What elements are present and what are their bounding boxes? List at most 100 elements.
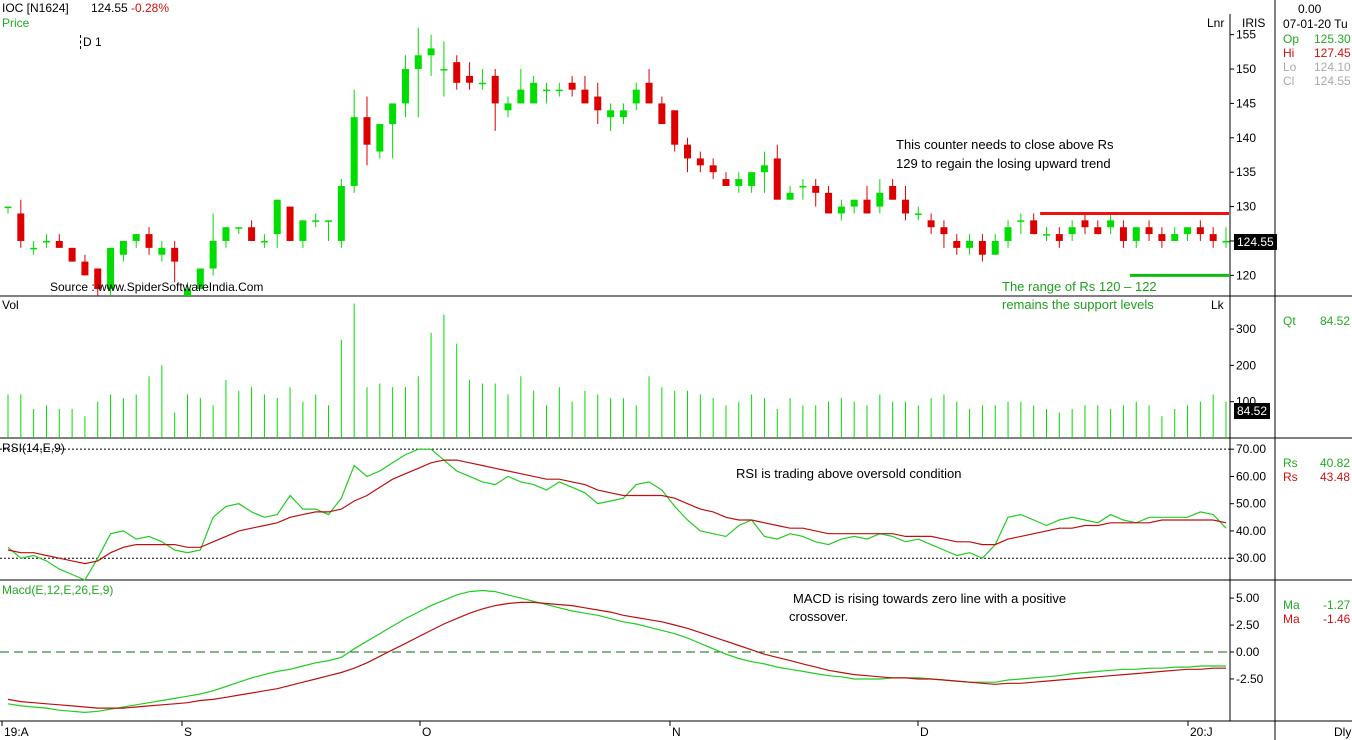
candle-body	[876, 192, 884, 207]
candle-body	[914, 213, 922, 215]
candle-body	[478, 82, 486, 85]
candle-body	[1171, 234, 1179, 241]
candle-body	[273, 199, 281, 235]
tick-label: 135	[1236, 165, 1256, 179]
candle-body	[260, 240, 268, 243]
macd-note-line2: crossover.	[789, 609, 849, 624]
candle-body	[222, 227, 230, 241]
candle-body	[209, 240, 217, 269]
candle-body	[55, 240, 63, 248]
tick-label: 30.00	[1236, 551, 1266, 565]
open-value: 125.30	[1314, 32, 1351, 46]
price-label: Price	[2, 16, 30, 30]
candle-body	[81, 261, 89, 276]
candle-body	[581, 89, 589, 104]
candle-body	[350, 117, 358, 186]
tick-label: 60.00	[1236, 469, 1266, 483]
candle-body	[68, 247, 76, 262]
candle-body	[568, 82, 576, 90]
candle-body	[530, 82, 538, 104]
candle-body	[542, 89, 550, 92]
candle-body	[619, 110, 627, 118]
symbol-title: IOC [N1624]	[2, 1, 69, 15]
candle-body	[325, 220, 333, 222]
time-axis: 19:A S O N D 20:J	[1, 721, 1213, 739]
last-price: 124.55	[91, 1, 128, 15]
candle-body	[1017, 220, 1025, 222]
resistance-note-line2: 129 to regain the losing upward trend	[896, 156, 1111, 171]
x-tick-label: N	[672, 725, 681, 739]
tick-label: 5.00	[1236, 591, 1260, 605]
candle-body	[286, 206, 294, 241]
candle-body	[171, 247, 179, 262]
candle-body	[132, 234, 140, 241]
tick-label: 40.00	[1236, 524, 1266, 538]
close-label: Cl	[1283, 74, 1295, 88]
candle-body	[594, 96, 602, 111]
lk-label: Lk	[1211, 298, 1224, 312]
candle-body	[401, 69, 409, 104]
candle-body	[1158, 234, 1166, 241]
candle-body	[1055, 234, 1063, 241]
candle-body	[1119, 227, 1127, 241]
price-candles	[4, 27, 1230, 296]
x-tick-label: D	[920, 725, 929, 739]
tick-label: -2.50	[1236, 672, 1264, 686]
tick-label: 120	[1236, 268, 1256, 282]
tick-label: 0.00	[1236, 645, 1260, 659]
macd-lines	[0, 589, 1230, 714]
candle-body	[376, 124, 384, 152]
candle-body	[953, 240, 961, 248]
high-value: 127.45	[1314, 46, 1351, 60]
candle-body	[978, 240, 986, 255]
x-tick-label: O	[422, 725, 431, 739]
high-label: Hi	[1283, 46, 1295, 60]
price-change: -0.28%	[131, 1, 170, 15]
candle-body	[991, 240, 999, 255]
candle-body	[684, 144, 692, 159]
candle-body	[196, 268, 204, 290]
candle-body	[107, 247, 115, 290]
candle-body	[889, 185, 897, 200]
candle-body	[722, 179, 730, 186]
rsi-line	[7, 448, 1227, 581]
qt-label: Qt	[1283, 314, 1296, 328]
candle-body	[607, 110, 615, 118]
candle-body	[389, 103, 397, 125]
candle-body	[966, 240, 974, 248]
support-note-line1: The range of Rs 120 – 122	[1002, 279, 1157, 294]
candle-body	[940, 227, 948, 235]
interval-label: D 1	[80, 35, 102, 49]
macd-signal-line	[7, 601, 1226, 709]
macd-axis: 5.00 2.50 0.00 -2.50	[1230, 591, 1264, 686]
candle-body	[760, 165, 768, 173]
macd-label-2: Ma	[1283, 612, 1300, 626]
candle-body	[658, 103, 666, 125]
candle-body	[440, 69, 448, 71]
macd-label-1: Ma	[1283, 598, 1300, 612]
source-label: Source : www.SpiderSoftwareIndia.Com	[50, 280, 264, 294]
candle-body	[337, 185, 345, 241]
candle-body	[671, 110, 679, 145]
candle-body	[94, 268, 102, 290]
rsi-note: RSI is trading above oversold condition	[736, 466, 962, 481]
macd-note-line1: MACD is rising towards zero line with a …	[793, 591, 1067, 606]
tick-label: 155	[1236, 28, 1256, 42]
x-tick-label: S	[184, 725, 192, 739]
candle-body	[504, 103, 512, 111]
candle-body	[42, 240, 50, 243]
candle-body	[1081, 220, 1089, 228]
tick-label: 70.00	[1236, 442, 1266, 456]
candle-body	[248, 227, 256, 241]
low-label: Lo	[1283, 60, 1297, 74]
candle-body	[1132, 227, 1140, 241]
qt-value: 84.52	[1320, 314, 1351, 328]
date-label: 07-01-20 Tu	[1283, 17, 1348, 31]
candle-body	[17, 213, 25, 241]
candle-body	[183, 289, 191, 296]
volume-bars	[7, 303, 1227, 438]
candle-body	[837, 206, 845, 214]
tick-label: 2.50	[1236, 618, 1260, 632]
candle-body	[158, 247, 166, 255]
